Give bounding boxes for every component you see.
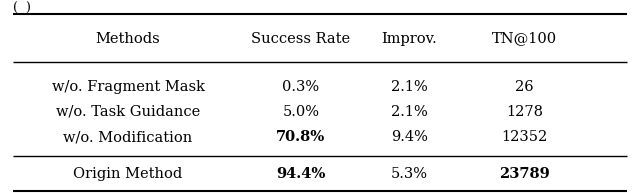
Text: 5.0%: 5.0% [282,105,319,119]
Text: 2.1%: 2.1% [391,105,428,119]
Text: (  ): ( ) [13,2,31,15]
Text: 2.1%: 2.1% [391,80,428,94]
Text: 5.3%: 5.3% [391,167,428,181]
Text: 0.3%: 0.3% [282,80,319,94]
Text: 94.4%: 94.4% [276,167,326,181]
Text: TN@100: TN@100 [492,32,557,46]
Text: 12352: 12352 [502,130,548,144]
Text: w/o. Modification: w/o. Modification [63,130,193,144]
Text: Origin Method: Origin Method [74,167,182,181]
Text: w/o. Fragment Mask: w/o. Fragment Mask [51,80,205,94]
Text: Methods: Methods [95,32,161,46]
Text: 26: 26 [515,80,534,94]
Text: 1278: 1278 [506,105,543,119]
Text: 23789: 23789 [499,167,550,181]
Text: Success Rate: Success Rate [252,32,350,46]
Text: 9.4%: 9.4% [391,130,428,144]
Text: Improv.: Improv. [381,32,438,46]
Text: 70.8%: 70.8% [276,130,325,144]
Text: w/o. Task Guidance: w/o. Task Guidance [56,105,200,119]
